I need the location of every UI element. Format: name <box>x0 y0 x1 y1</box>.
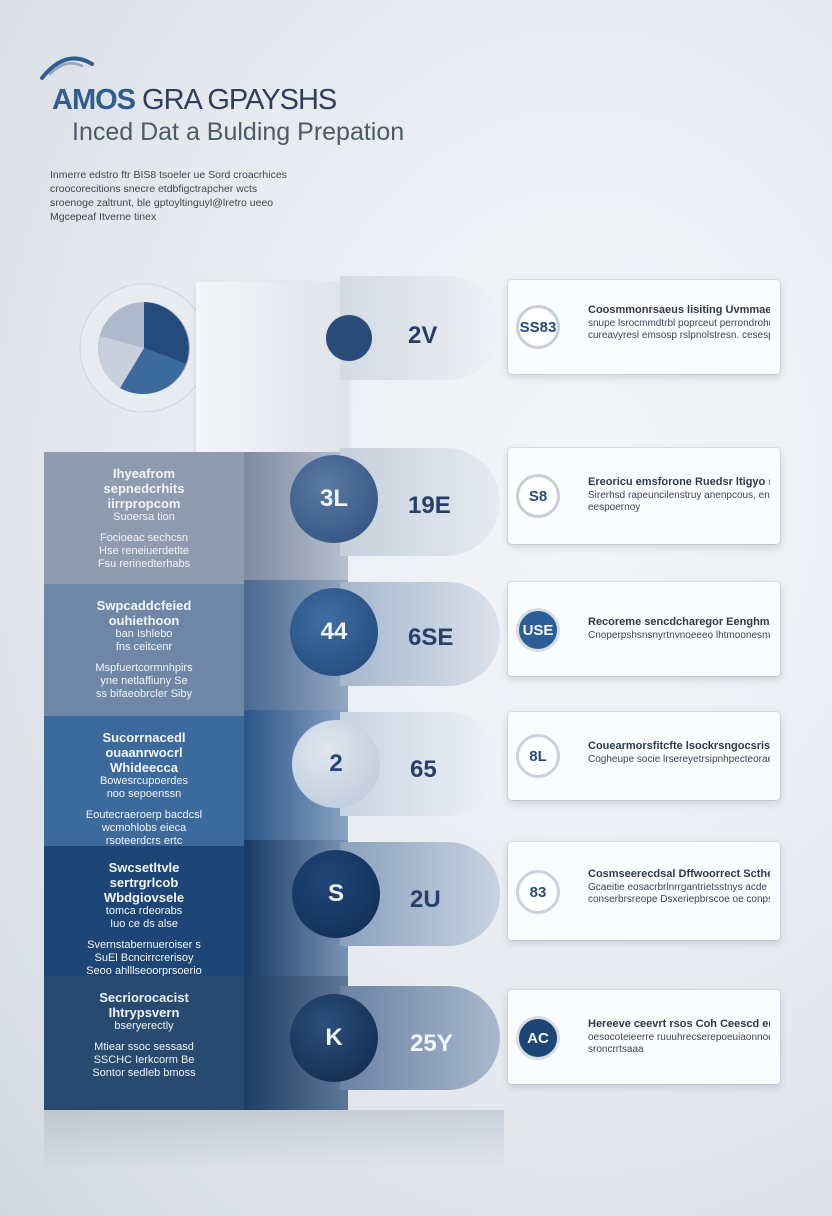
step-3-number: 6SE <box>408 624 454 651</box>
step-5-panel: Swcsetltvle sertrgrlcob Wbdgiovsele tomc… <box>44 846 244 977</box>
step-6-number: 25Y <box>410 1030 453 1057</box>
step-5-card-badge: 83 <box>516 870 560 914</box>
step-6-card: AC Hereeve ceevrt rsos Coh Ceescd ersies… <box>508 990 780 1084</box>
page-subtitle: Inced Dat a Bulding Prepation <box>72 118 405 146</box>
pie-chart-icon <box>79 283 209 413</box>
page-title: AMOS GRA GPAYSHS <box>52 84 337 116</box>
step-4-circle: 2 <box>292 720 380 808</box>
step-3-card: USE Recoreme sencdcharegor Eenghmnertlsy… <box>508 582 780 676</box>
step-1-number: 2V <box>408 322 438 349</box>
step-1-fold <box>196 282 348 452</box>
step-2-card-badge: S8 <box>516 474 560 518</box>
step-6-panel: Secriorocacist Ihtrypsvern bseryerectly … <box>44 976 244 1110</box>
step-4-number: 65 <box>410 756 437 783</box>
step-2-number: 19E <box>408 492 451 519</box>
step-6-card-badge: AC <box>516 1016 560 1060</box>
step-1-circle <box>326 315 372 361</box>
intro-paragraph: Inmerre edstro ftr BIS8 tsoeler ue Sord … <box>50 169 287 223</box>
step-4-panel: Sucorrnacedl ouaanrwocrl Whideecca Bowes… <box>44 716 244 847</box>
step-2-card: S8 Ereoricu emsforone Ruedsr ltigyo sson… <box>508 448 780 544</box>
step-5-number: 2U <box>410 886 441 913</box>
step-1-card: SS83 Coosmmonrsaeus lisiting Uvmmaern sn… <box>508 280 780 374</box>
step-6-circle: K <box>290 994 378 1082</box>
step-1-card-badge: SS83 <box>516 305 560 349</box>
floor-reflection <box>44 1110 504 1170</box>
step-2-circle: 3L <box>290 455 378 543</box>
logo-arc-icon <box>40 56 94 80</box>
step-5-circle: S <box>292 850 380 938</box>
step-2-panel: Ihyeafrom sepnedcrhits iirrpropcom Suoer… <box>44 452 244 584</box>
step-5-card: 83 Cosmseerecdsal Dffwoorrect Scthers to… <box>508 842 780 940</box>
step-3-panel: Swpcaddcfeied ouhiethoon ban Ishlebo fns… <box>44 584 244 716</box>
step-4-card-badge: 8L <box>516 734 560 778</box>
step-3-card-badge: USE <box>516 608 560 652</box>
step-4-card: 8L Couearmorsfitcfte lsockrsngocsriserls… <box>508 712 780 800</box>
step-3-circle: 44 <box>290 588 378 676</box>
